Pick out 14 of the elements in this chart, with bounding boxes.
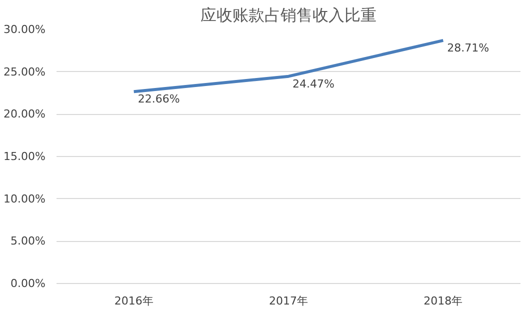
x-tick-label: 2016年: [114, 294, 154, 308]
data-label: 24.47%: [292, 77, 334, 90]
y-tick-label: 10.00%: [4, 192, 46, 206]
x-tick-label: 2018年: [424, 294, 463, 308]
data-label: 28.71%: [447, 41, 490, 54]
x-tick-label: 2017年: [269, 294, 308, 308]
y-tick-label: 30.00%: [4, 23, 46, 36]
data-label: 22.66%: [138, 92, 180, 106]
y-tick-label: 15.00%: [4, 150, 46, 163]
chart-title: 应收账款占销售收入比重: [200, 6, 376, 24]
y-tick-label: 25.00%: [4, 65, 46, 78]
y-tick-label: 0.00%: [10, 277, 46, 290]
y-tick-label: 20.00%: [4, 108, 46, 121]
y-tick-label: 5.00%: [10, 234, 46, 248]
